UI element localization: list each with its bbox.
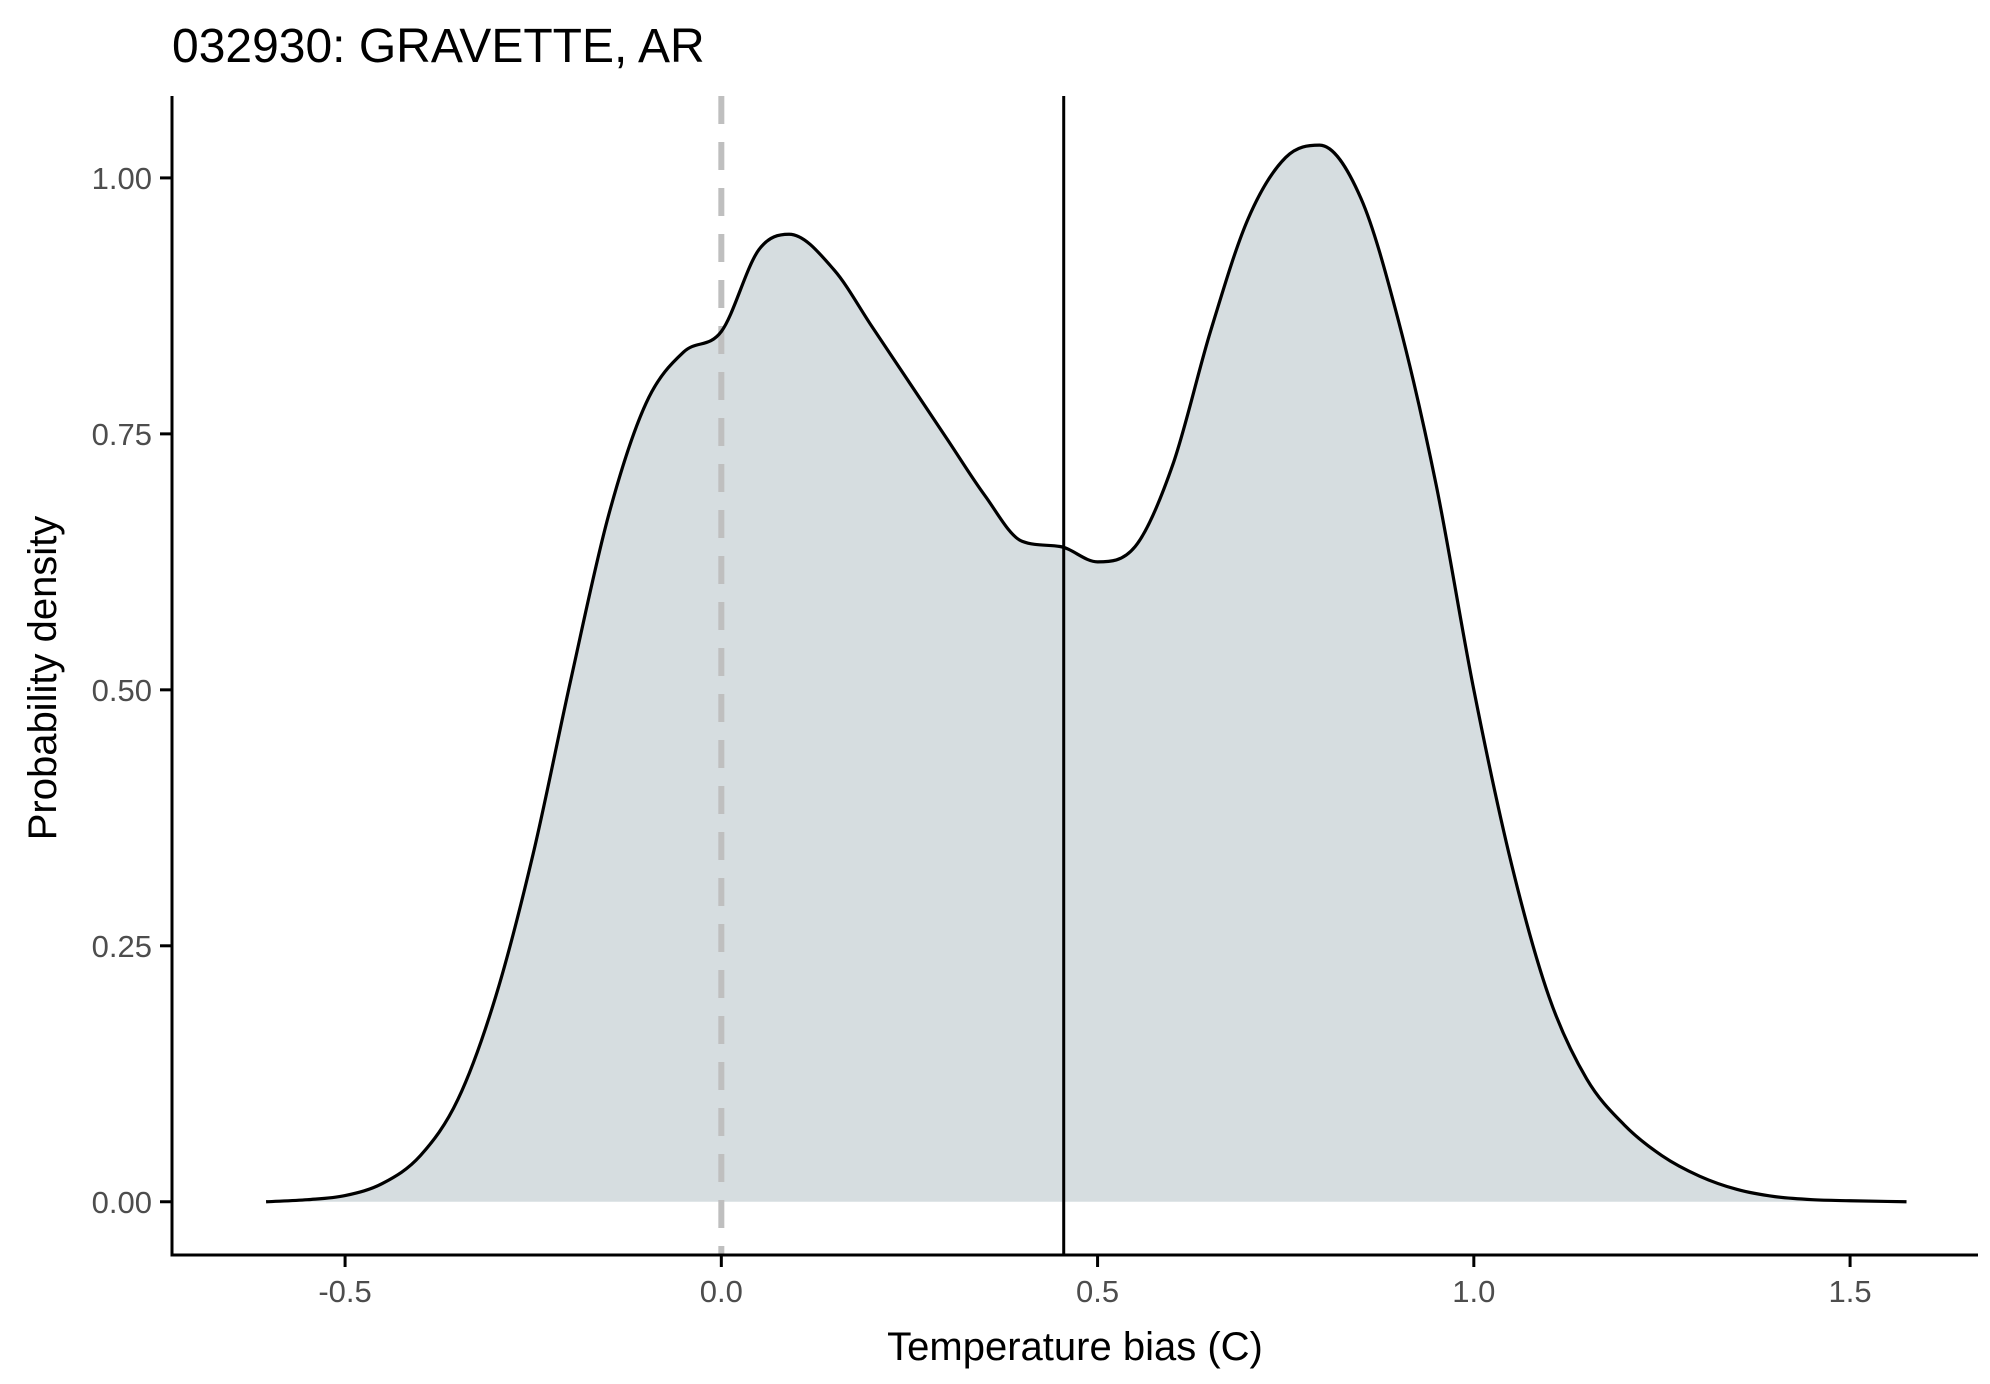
x-tick-label: 0.0 <box>700 1274 743 1309</box>
y-axis-ticks: 0.00 0.25 0.50 0.75 1.00 <box>92 161 172 1220</box>
y-tick-label: 0.50 <box>92 673 152 708</box>
x-tick-label: 0.5 <box>1076 1274 1119 1309</box>
y-tick-label: 1.00 <box>92 161 152 196</box>
plot-area <box>265 96 1907 1255</box>
x-axis-ticks: -0.5 0.0 0.5 1.0 1.5 <box>318 1255 1872 1309</box>
x-tick-label: 1.5 <box>1829 1274 1872 1309</box>
chart-title: 032930: GRAVETTE, AR <box>172 20 705 73</box>
density-fill-area <box>266 145 1907 1202</box>
y-axis-title: Probability density <box>21 516 65 841</box>
y-tick-label: 0.00 <box>92 1185 152 1220</box>
y-tick-label: 0.75 <box>92 417 152 452</box>
y-tick-label: 0.25 <box>92 929 152 964</box>
x-tick-label: -0.5 <box>318 1274 371 1309</box>
density-curve-line <box>265 143 1907 1204</box>
x-axis-title: Temperature bias (C) <box>887 1325 1263 1369</box>
axes: -0.5 0.0 0.5 1.0 1.5 0.00 0.25 0.50 0.75 1.00 <box>92 96 1978 1309</box>
x-tick-label: 1.0 <box>1452 1274 1495 1309</box>
